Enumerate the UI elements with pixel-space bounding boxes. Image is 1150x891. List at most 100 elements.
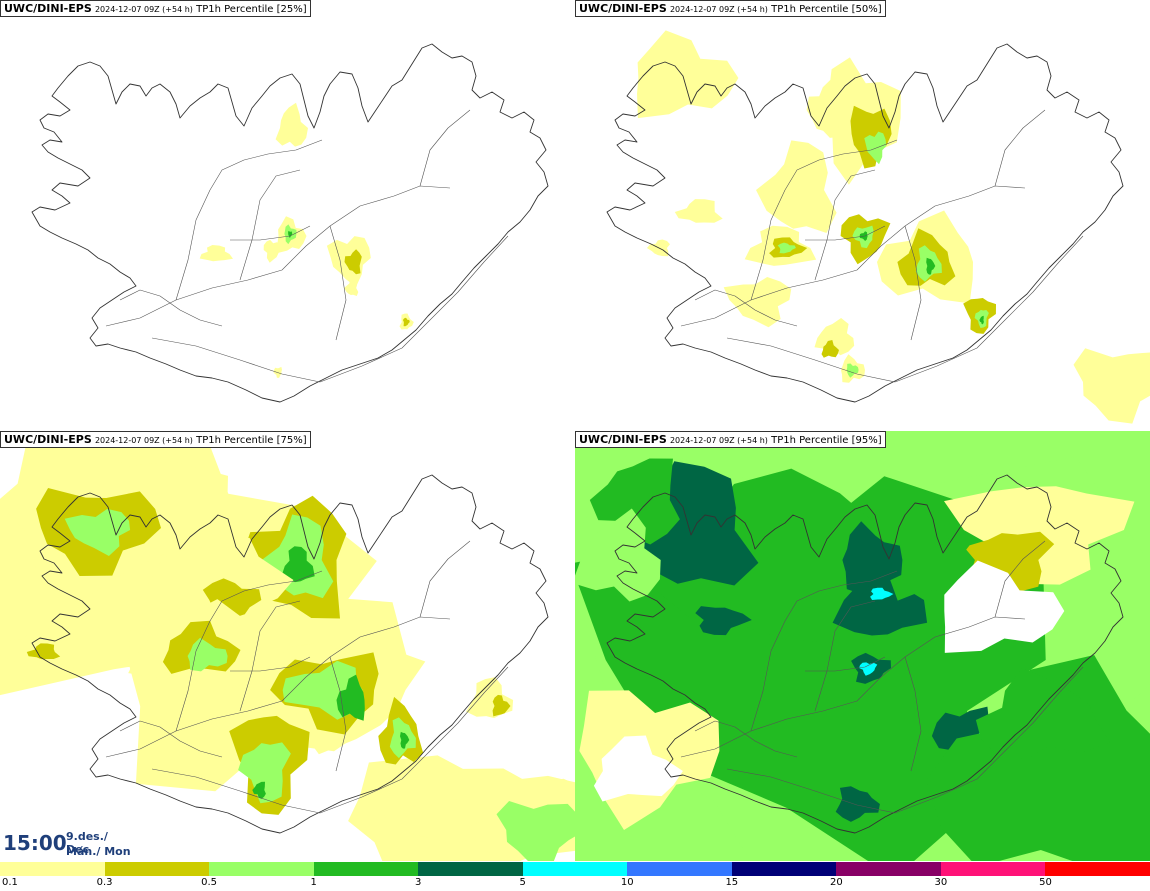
road-line	[175, 139, 323, 301]
panel-title: UWC/DINI-EPS 2024-12-07 09Z (+54 h) TP1h…	[575, 431, 886, 448]
precip-area	[806, 80, 842, 138]
road-line	[805, 656, 886, 672]
iceland-coastline	[31, 43, 549, 403]
road-line	[105, 185, 451, 327]
precip-area	[842, 521, 903, 595]
precip-area	[958, 531, 1055, 594]
precip-area	[64, 508, 131, 556]
legend-label: 50	[1039, 877, 1052, 888]
iceland-coastline	[606, 474, 1124, 834]
panel-title: UWC/DINI-EPS 2024-12-07 09Z (+54 h) TP1h…	[0, 431, 311, 448]
precip-area	[637, 30, 739, 119]
precip-area	[835, 786, 880, 822]
precip-area	[281, 546, 315, 583]
legend-swatch	[1045, 862, 1150, 876]
legend-swatch	[0, 862, 105, 876]
road-line	[419, 109, 471, 187]
legend-label: 3	[414, 877, 422, 888]
road-line	[814, 600, 876, 712]
precip-area	[199, 245, 233, 262]
legend-swatch	[418, 862, 523, 876]
legend-label: 20	[829, 877, 843, 888]
road-line	[805, 225, 886, 241]
precip-area	[814, 318, 855, 356]
legend-label: 10	[620, 877, 634, 888]
legend-swatch	[940, 862, 1046, 876]
legend-label: 1	[310, 877, 317, 888]
road-line	[750, 570, 898, 732]
road-line	[329, 656, 347, 772]
road-line	[239, 600, 301, 712]
panel-title: UWC/DINI-EPS 2024-12-07 09Z (+54 h) TP1h…	[0, 0, 311, 17]
precip-map	[0, 431, 575, 861]
precip-area	[821, 340, 839, 358]
precip-area	[275, 102, 308, 147]
legend-swatch	[522, 862, 628, 876]
precip-area	[864, 131, 887, 165]
iceland-coastline	[606, 43, 1124, 403]
road-line	[904, 656, 922, 772]
road-line	[151, 235, 509, 383]
precip-area	[723, 277, 792, 328]
precip-area	[26, 643, 61, 660]
road-line	[419, 540, 471, 618]
precip-area	[1073, 348, 1150, 424]
precip-area	[926, 257, 936, 275]
panel-title: UWC/DINI-EPS 2024-12-07 09Z (+54 h) TP1h…	[575, 0, 886, 17]
precip-area	[975, 667, 1111, 760]
map-panel-p50[interactable]: UWC/DINI-EPS 2024-12-07 09Z (+54 h) TP1h…	[575, 0, 1150, 430]
precip-clear-area	[593, 735, 683, 802]
valid-time-box: 15:00 9.des./ Dec Mán./ Mon	[0, 826, 132, 862]
road-line	[239, 169, 301, 281]
precip-area	[402, 317, 410, 327]
legend-label: 0.5	[201, 877, 218, 888]
precip-clear-area	[944, 560, 1065, 653]
legend-swatch	[104, 862, 210, 876]
map-panel-p95[interactable]: UWC/DINI-EPS 2024-12-07 09Z (+54 h) TP1h…	[575, 431, 1150, 861]
road-line	[750, 139, 898, 301]
precip-area	[263, 239, 282, 263]
precip-area	[575, 508, 661, 602]
precip-area	[846, 363, 859, 378]
precip-map	[575, 431, 1150, 861]
precip-area	[400, 731, 410, 749]
road-line	[230, 225, 311, 241]
road-line	[694, 720, 798, 758]
legend-label: 0.1	[2, 877, 18, 888]
precip-area	[926, 655, 1150, 861]
precip-map	[31, 43, 549, 403]
precip-area	[589, 458, 680, 545]
road-line	[726, 666, 1084, 814]
legend-label: 0.3	[96, 877, 113, 888]
road-line	[230, 656, 311, 672]
map-panel-p25[interactable]: UWC/DINI-EPS 2024-12-07 09Z (+54 h) TP1h…	[0, 0, 575, 430]
valid-date-line2: Mán./ Mon	[66, 845, 131, 858]
precip-area	[979, 315, 984, 325]
road-line	[994, 540, 1046, 618]
road-line	[119, 289, 223, 327]
legend-swatch	[627, 862, 732, 876]
road-line	[726, 235, 1084, 383]
precip-area	[889, 512, 975, 601]
legend-swatch	[313, 862, 419, 876]
road-line	[175, 570, 323, 732]
precip-area	[379, 798, 493, 845]
road-line	[994, 109, 1046, 187]
road-line	[694, 289, 798, 327]
legend-swatch	[209, 862, 314, 876]
precip-area	[344, 279, 359, 296]
legend-label: 5	[519, 877, 526, 888]
precip-area	[695, 606, 752, 636]
map-panel-p75[interactable]: UWC/DINI-EPS 2024-12-07 09Z (+54 h) TP1h…	[0, 431, 575, 861]
precip-area	[187, 637, 228, 672]
road-line	[904, 225, 922, 341]
legend-label: 30	[934, 877, 948, 888]
precip-area	[492, 694, 511, 717]
precip-area	[777, 242, 796, 254]
road-line	[329, 225, 347, 341]
precip-area	[252, 781, 266, 799]
legend-swatch	[836, 862, 941, 876]
precip-area	[674, 199, 723, 223]
legend-swatch	[731, 862, 837, 876]
precip-area	[859, 662, 878, 676]
